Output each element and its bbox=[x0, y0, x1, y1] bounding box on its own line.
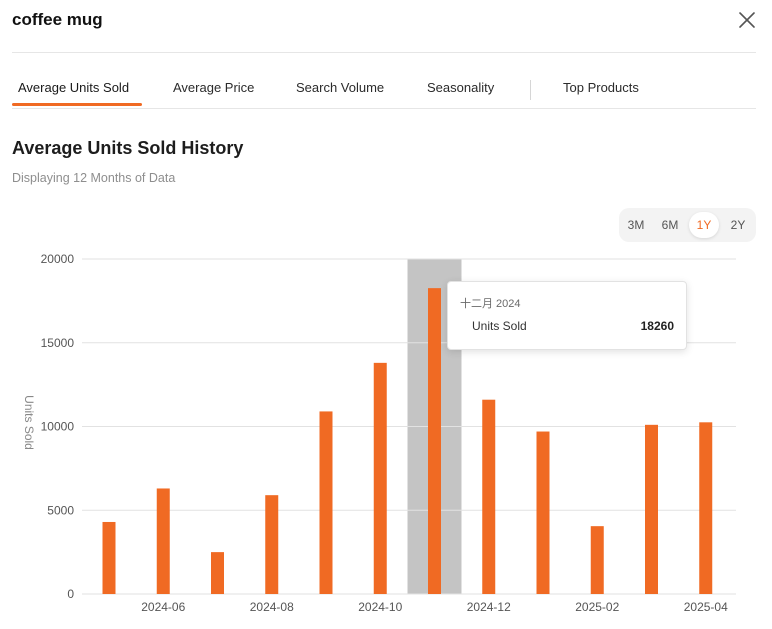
chart-title: Average Units Sold History bbox=[12, 138, 244, 158]
range-1y-button[interactable]: 1Y bbox=[689, 212, 719, 238]
y-axis-title: Units Sold bbox=[22, 395, 36, 450]
header-divider bbox=[12, 52, 756, 53]
range-2y-button[interactable]: 2Y bbox=[730, 218, 746, 232]
bar-2024-09[interactable] bbox=[319, 411, 333, 594]
active-tab-indicator bbox=[12, 103, 142, 106]
bar-2025-01[interactable] bbox=[536, 431, 550, 594]
bar-2024-08[interactable] bbox=[265, 495, 279, 594]
bar-2024-11[interactable] bbox=[428, 288, 441, 594]
bar-2024-06[interactable] bbox=[156, 488, 170, 594]
tab-top-products[interactable]: Top Products bbox=[563, 80, 639, 95]
tooltip-series-label: Units Sold bbox=[472, 319, 527, 333]
x-tick-label: 2024-10 bbox=[358, 600, 402, 614]
close-button[interactable] bbox=[736, 9, 758, 31]
range-selector: 3M 6M 1Y 2Y bbox=[619, 208, 756, 242]
tooltip-value: 18260 bbox=[640, 319, 674, 333]
bar-2024-10[interactable] bbox=[373, 362, 387, 594]
tab-separator bbox=[530, 80, 531, 100]
y-tick-label: 10000 bbox=[41, 420, 75, 434]
tab-seasonality[interactable]: Seasonality bbox=[427, 80, 495, 95]
bar-2025-03[interactable] bbox=[645, 424, 658, 594]
x-tick-label: 2025-04 bbox=[684, 600, 728, 614]
chart-subtitle: Displaying 12 Months of Data bbox=[12, 171, 176, 185]
y-tick-label: 0 bbox=[67, 587, 74, 601]
x-tick-label: 2024-12 bbox=[467, 600, 511, 614]
x-tick-label: 2024-08 bbox=[250, 600, 294, 614]
tab-average-units-sold[interactable]: Average Units Sold bbox=[18, 80, 130, 95]
chart-tooltip: 十二月 2024 Units Sold 18260 bbox=[447, 281, 687, 350]
tabs-divider bbox=[12, 108, 756, 109]
close-icon bbox=[739, 12, 755, 28]
y-tick-label: 5000 bbox=[47, 503, 74, 517]
range-6m-button[interactable]: 6M bbox=[661, 218, 679, 232]
tooltip-title: 十二月 2024 bbox=[460, 298, 521, 310]
y-tick-label: 20000 bbox=[41, 252, 75, 266]
modal-header: coffee mug bbox=[0, 0, 772, 42]
y-tick-label: 15000 bbox=[41, 336, 75, 350]
modal-title: coffee mug bbox=[12, 10, 103, 29]
range-3m-button[interactable]: 3M bbox=[627, 218, 645, 232]
bar-2024-12[interactable] bbox=[482, 399, 496, 594]
x-tick-label: 2025-02 bbox=[575, 600, 619, 614]
tab-search-volume[interactable]: Search Volume bbox=[296, 80, 385, 95]
tab-bar: Average Units Sold Average Price Search … bbox=[0, 70, 772, 108]
bar-2025-04[interactable] bbox=[699, 422, 713, 594]
x-tick-label: 2024-06 bbox=[141, 600, 185, 614]
bar-2024-05[interactable] bbox=[102, 521, 116, 594]
tab-average-price[interactable]: Average Price bbox=[173, 80, 255, 95]
bar-2024-07[interactable] bbox=[211, 552, 224, 594]
bar-2025-02[interactable] bbox=[590, 526, 604, 594]
